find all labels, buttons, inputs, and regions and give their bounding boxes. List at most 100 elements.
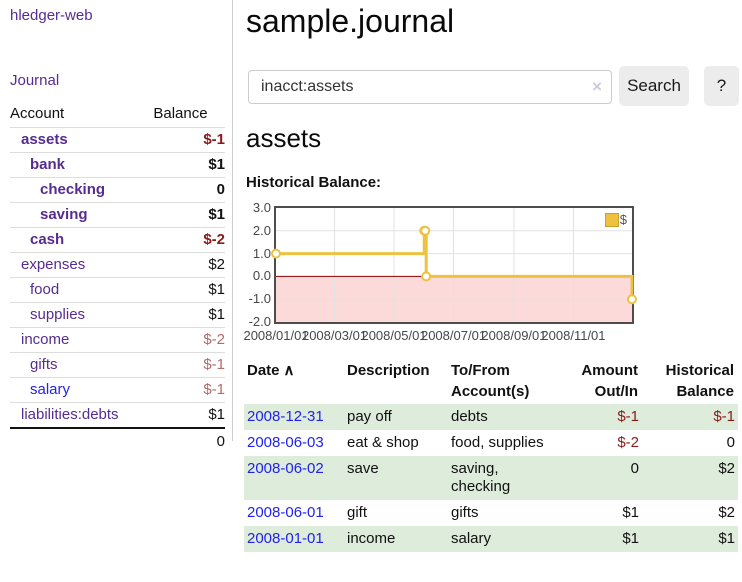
register-date-cell: 2008-06-03 [244,430,344,456]
sidebar-account-row: bank $1 [10,152,225,178]
register-row: 2008-12-31 pay off debts $-1 $-1 [244,404,738,430]
date-header-label: Date [247,362,280,379]
sidebar-account-balance: $2 [153,252,225,278]
historical-balance-chart: $ -2.0 -1.0 0.0 1.0 2.0 3.0 2008/01/01 2008/03/… [243,200,742,349]
register-description-cell: gift [347,504,368,521]
register-table: Date ∧ Description To/From Account(s) Amo… [244,358,738,552]
sidebar-account-link-liabilities-debts[interactable]: liabilities:debts [21,406,119,423]
balance-column-header-register: Historical Balance [665,362,734,400]
balance-column-header: Balance [153,101,225,128]
x-axis-label: 2008/09/01 [481,328,547,343]
sidebar-account-row: assets $-1 [10,127,225,153]
sidebar-account-link-bank[interactable]: bank [30,156,66,173]
sidebar-account-balance: $-1 [153,377,225,403]
description-column-header: Description [347,362,430,379]
sort-ascending-icon[interactable]: ∧ [283,362,295,379]
sidebar-account-balance: $1 [153,277,225,303]
account-heading: assets [246,123,322,153]
sidebar-account-link-assets[interactable]: assets [21,131,68,148]
sidebar: hledger-web Journal Account Balance asse… [0,0,233,454]
search-input[interactable] [248,70,612,104]
register-date-cell: 2008-12-31 [244,404,344,430]
register-amount-cell: $1 [564,526,642,552]
register-date-link[interactable]: 2008-06-03 [247,434,324,451]
amount-column-header: Amount Out/In [581,362,638,400]
sidebar-account-balance: $-1 [153,352,225,378]
y-axis-label: -2.0 [248,314,271,329]
sidebar-account-row: income $-2 [10,327,225,353]
balance-chart-canvas [271,208,637,322]
sidebar-account-balance: $1 [153,202,225,228]
y-axis-label: 1.0 [252,245,271,261]
x-axis-label: 2008/05/01 [361,328,427,343]
register-date-link[interactable]: 2008-12-31 [247,408,324,425]
sidebar-account-link-checking[interactable]: checking [40,181,106,198]
register-description-cell: eat & shop [347,434,419,451]
y-axis-label: 0.0 [252,268,271,284]
register-row: 2008-06-02 save saving, checking 0 $2 [244,456,738,500]
y-axis-label: -1.0 [248,291,271,307]
sidebar-account-link-saving[interactable]: saving [40,206,88,223]
chart-legend: $ [604,212,627,227]
sidebar-account-link-food[interactable]: food [30,281,60,298]
date-column-header[interactable]: Date ∧ [244,358,344,404]
sidebar-account-row: gifts $-1 [10,352,225,378]
search-button[interactable]: Search [619,66,689,106]
register-amount-cell: $-2 [617,434,639,451]
series-legend-label: $ [619,212,627,227]
account-column-header: Account [10,101,154,128]
sidebar-account-link-expenses[interactable]: expenses [21,256,86,273]
register-accounts-cell: gifts [451,504,479,521]
sidebar-account-balance: 0 [153,177,225,203]
x-axis-label: 2008/03/01 [301,328,368,343]
sidebar-account-row: supplies $1 [10,302,225,328]
register-date-link[interactable]: 2008-06-01 [247,504,324,521]
sidebar-account-link-supplies[interactable]: supplies [30,306,86,323]
register-row: 2008-06-03 eat & shop food, supplies $-2 0 [244,430,738,456]
register-amount-cell: 0 [564,456,642,500]
sidebar-account-link-income[interactable]: income [21,331,70,348]
accounts-column-header: To/From Account(s) [451,362,530,400]
register-description-cell: income [344,526,448,552]
sidebar-account-balance: $-2 [153,227,225,253]
clear-search-icon[interactable]: × [592,77,602,96]
sidebar-account-row: saving $1 [10,202,225,228]
sidebar-account-link-cash[interactable]: cash [30,231,65,248]
help-button[interactable]: ? [704,66,739,106]
register-date-cell: 2008-06-01 [244,500,344,526]
balances-total-value: 0 [153,427,225,454]
sidebar-account-link-gifts[interactable]: gifts [30,356,58,373]
x-axis-label: 2008/07/01 [420,328,487,343]
register-description-cell: pay off [344,404,448,430]
page-title: sample.journal [246,3,455,39]
register-balance-cell: $-1 [642,404,738,430]
register-date-link[interactable]: 2008-01-01 [247,530,324,547]
register-date-cell: 2008-06-02 [244,456,344,500]
register-balance-cell: 0 [726,434,735,451]
chart-plot-area: $ [271,206,637,324]
register-description-cell: save [344,456,448,500]
sidebar-account-row: expenses $2 [10,252,225,278]
sidebar-account-link-salary[interactable]: salary [30,381,71,398]
register-date-link[interactable]: 2008-06-02 [247,460,324,477]
x-axis-label: 2008/01/01 [243,328,309,343]
chart-title: Historical Balance: [246,174,382,191]
register-amount-cell: $-1 [564,404,642,430]
sidebar-account-balance: $1 [153,402,225,429]
app-brand-link[interactable]: hledger-web [10,7,93,24]
sidebar-account-row: salary $-1 [10,377,225,403]
sidebar-account-row: checking 0 [10,177,225,203]
register-balance-cell: $2 [642,456,738,500]
sidebar-account-balance: $1 [153,302,225,328]
register-accounts-cell: saving, checking [448,456,564,500]
register-accounts-cell: debts [448,404,564,430]
sidebar-account-balance: $-2 [153,327,225,353]
nav-journal-link[interactable]: Journal [10,72,60,89]
register-accounts-cell: salary [448,526,564,552]
balances-total-row: 0 [10,427,225,454]
sidebar-account-balance: $1 [153,152,225,178]
y-axis-label: 2.0 [252,222,271,238]
sidebar-account-balance: $-1 [153,127,225,153]
register-header-row: Date ∧ Description To/From Account(s) Amo… [244,358,738,404]
sidebar-account-row: cash $-2 [10,227,225,253]
